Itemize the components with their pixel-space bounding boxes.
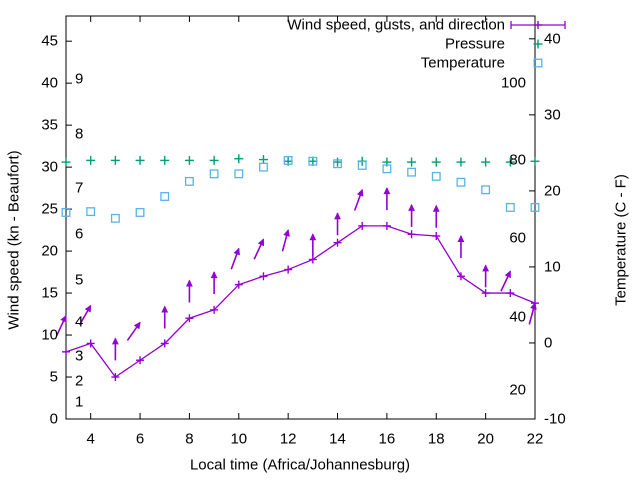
y2-axis-title: Temperature (C - F) [612,174,630,306]
y-axis-title: Wind speed (kn - Beaufort) [5,150,23,330]
wind-direction-arrow [528,302,537,325]
temperature-point [456,177,466,187]
beaufort-scale-label: 4 [75,313,84,331]
x-tick-label: 4 [86,430,95,448]
beaufort-scale-label: 7 [75,179,84,197]
wind-direction-arrow [55,314,67,337]
wind-direction-arrow [126,321,141,341]
temperature-point [530,202,540,212]
wind-direction-arrow [309,233,317,257]
pressure-scale-label: 40 [509,308,526,326]
temperature-point [135,208,145,217]
wind-direction-arrow [500,270,512,292]
x-tick-label: 8 [185,430,194,448]
x-tick-label: 14 [329,430,346,448]
temperature-point [86,207,96,217]
y-tick-label: 5 [49,368,58,386]
temperature-point [61,208,71,217]
wind-direction-arrow [334,212,341,236]
wind-direction-arrow [457,234,465,258]
beaufort-scale-label: 6 [75,225,84,243]
pressure-scale-label: 100 [500,74,526,92]
y-tick-label: 35 [41,116,58,134]
x-tick-label: 16 [378,430,396,448]
y2-tick-label: 20 [544,182,561,200]
legend-label-temperature: Temperature [420,54,505,72]
temperature-point [431,171,441,181]
y2-tick-label: 10 [544,258,561,276]
temperature-point [110,213,120,223]
x-tick-label: 22 [526,430,544,448]
beaufort-scale-label: 9 [75,70,84,88]
y-tick-label: 30 [41,158,58,176]
wind-direction-arrow [78,304,92,326]
temperature-point [481,185,491,195]
beaufort-scale-label: 1 [75,393,84,411]
temperature-point [184,176,194,186]
y-tick-label: 15 [41,284,58,302]
y-tick-label: 25 [41,200,58,218]
legend-label-wind: Wind speed, gusts, and direction [287,16,505,34]
wind-direction-arrow [253,238,265,260]
x-tick-label: 10 [230,430,248,448]
wind-direction-arrow [111,337,119,361]
wind-direction-arrow [353,188,364,211]
temperature-point [283,155,293,165]
wind-direction-arrow [408,203,415,227]
legend-label-pressure: Pressure [444,35,505,53]
temperature-point [505,202,515,212]
temperature-point [160,192,170,201]
temperature-point [259,162,268,172]
y2-tick-label: 30 [544,106,561,124]
temperature-point [234,169,244,179]
plot-frame [65,15,536,420]
beaufort-scale-label: 2 [75,372,84,390]
y2-tick-label: 40 [544,30,561,48]
y2-tick-label: 0 [544,334,553,352]
y-tick-label: 20 [41,242,58,260]
beaufort-scale-label: 3 [75,347,84,365]
pressure-scale-label: 60 [509,229,526,247]
pressure-scale-label: 80 [509,151,526,169]
x-axis-title: Local time (Africa/Johannesburg) [189,456,411,474]
wind-direction-arrow [281,229,290,252]
x-tick-label: 18 [427,430,445,448]
legend-swatch-temperature [533,58,543,68]
beaufort-scale-label: 5 [75,271,84,289]
pressure-scale-label: 20 [509,381,526,399]
temperature-point [382,164,392,174]
wind-direction-arrow [383,187,391,211]
y-tick-label: 40 [41,74,58,92]
x-tick-label: 12 [279,430,297,448]
temperature-point [308,156,318,166]
temperature-point [357,160,367,170]
wind-direction-arrow [186,279,193,303]
wind-direction-arrow [432,204,440,228]
wind-direction-arrow [161,305,169,329]
wind-direction-arrow [230,247,240,270]
wind-speed-line [65,225,536,378]
x-tick-label: 6 [135,430,145,448]
temperature-point [333,159,342,169]
y2-tick-label: -10 [544,410,566,428]
wind-direction-arrow [482,264,490,288]
beaufort-scale-label: 8 [75,125,84,143]
y-tick-label: 45 [41,32,58,50]
temperature-point [209,169,219,179]
y-tick-label: 0 [49,410,58,428]
x-tick-label: 20 [477,430,494,448]
y-tick-label: 10 [41,326,58,344]
temperature-point [407,167,417,177]
wind-direction-arrow [210,271,218,295]
